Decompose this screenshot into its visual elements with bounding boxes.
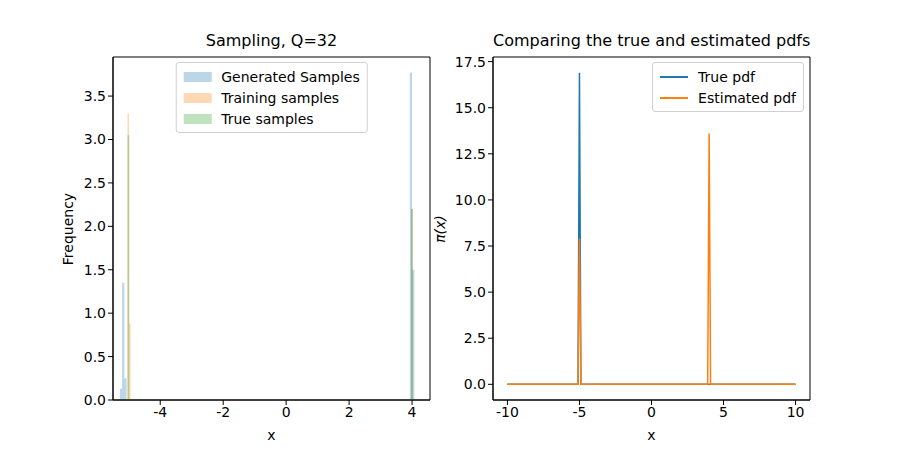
svg-text:3.0: 3.0 — [84, 131, 106, 147]
html-text:True pdf: True pdf — [698, 68, 755, 85]
svg-text:10: 10 — [787, 404, 805, 420]
html-text:π(x): π(x) — [432, 214, 448, 243]
svg-text:3.5: 3.5 — [84, 88, 106, 104]
svg-text:12.5: 12.5 — [455, 146, 486, 162]
svg-text:5: 5 — [719, 404, 728, 420]
svg-text:-4: -4 — [153, 404, 167, 420]
svg-text:0: 0 — [647, 404, 656, 420]
html-text:Training samples: Training samples — [221, 89, 340, 106]
svg-text:-2: -2 — [216, 404, 230, 420]
html-text:x: x — [647, 427, 656, 443]
html-text:Frequency: Frequency — [60, 192, 76, 265]
svg-text:2.0: 2.0 — [84, 218, 106, 234]
html-text:x: x — [267, 427, 276, 443]
html-text:True samples: True samples — [221, 110, 314, 127]
svg-text:5.0: 5.0 — [464, 284, 486, 300]
svg-text:1.0: 1.0 — [84, 305, 106, 321]
svg-text:1.5: 1.5 — [84, 262, 106, 278]
svg-text:2.5: 2.5 — [84, 175, 106, 191]
svg-text:15.0: 15.0 — [455, 100, 486, 116]
svg-text:0.0: 0.0 — [464, 376, 486, 392]
svg-text:7.5: 7.5 — [464, 238, 486, 254]
svg-text:-5: -5 — [572, 404, 586, 420]
svg-text:0.0: 0.0 — [84, 392, 106, 408]
svg-text:2.5: 2.5 — [464, 330, 486, 346]
html-text:Comparing the true and estimat: Comparing the true and estimated pdfs — [493, 31, 811, 50]
html-text:Sampling, Q=32: Sampling, Q=32 — [205, 31, 338, 50]
svg-text:10.0: 10.0 — [455, 192, 486, 208]
html-text:Generated Samples: Generated Samples — [221, 68, 360, 85]
svg-text:0.5: 0.5 — [84, 349, 106, 365]
html-text:Estimated pdf: Estimated pdf — [698, 89, 796, 106]
svg-text:0: 0 — [282, 404, 291, 420]
svg-text:-10: -10 — [496, 404, 519, 420]
svg-text:4: 4 — [408, 404, 417, 420]
svg-text:17.5: 17.5 — [455, 54, 486, 70]
svg-text:2: 2 — [345, 404, 354, 420]
